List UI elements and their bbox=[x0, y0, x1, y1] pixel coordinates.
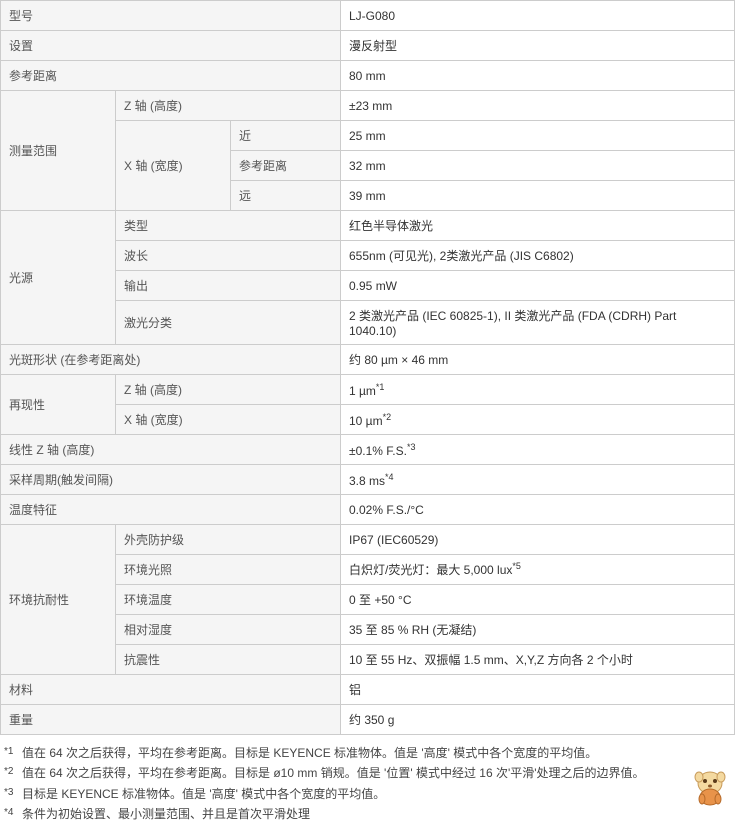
label-rp-z: Z 轴 (高度) bbox=[116, 375, 341, 405]
val-tempchar: 0.02% F.S./°C bbox=[341, 495, 735, 525]
table-row: 再现性Z 轴 (高度)1 µm*1 bbox=[1, 375, 735, 405]
val-mr-z: ±23 mm bbox=[341, 91, 735, 121]
table-row: 设置漫反射型 bbox=[1, 31, 735, 61]
footnotes: *1值在 64 次之后获得，平均在参考距离。目标是 KEYENCE 标准物体。值… bbox=[0, 735, 735, 833]
footnote-1: *1值在 64 次之后获得，平均在参考距离。目标是 KEYENCE 标准物体。值… bbox=[4, 743, 731, 763]
label-mr-ref: 参考距离 bbox=[231, 151, 341, 181]
val-ls-out: 0.95 mW bbox=[341, 271, 735, 301]
table-row: 测量范围Z 轴 (高度)±23 mm bbox=[1, 91, 735, 121]
label-measrange: 测量范围 bbox=[1, 91, 116, 211]
label-refdist: 参考距离 bbox=[1, 61, 341, 91]
label-env-encl: 外壳防护级 bbox=[116, 525, 341, 555]
label-sampling: 采样周期(触发间隔) bbox=[1, 465, 341, 495]
label-spot: 光斑形状 (在参考距离处) bbox=[1, 345, 341, 375]
val-model: LJ-G080 bbox=[341, 1, 735, 31]
val-rp-x: 10 µm*2 bbox=[341, 405, 735, 435]
table-row: 采样周期(触发间隔)3.8 ms*4 bbox=[1, 465, 735, 495]
label-env-hum: 相对湿度 bbox=[116, 615, 341, 645]
label-weight: 重量 bbox=[1, 705, 341, 735]
footnote-4: *4条件为初始设置、最小测量范围、并且是首次平滑处理 bbox=[4, 804, 731, 824]
table-row: 线性 Z 轴 (高度)±0.1% F.S.*3 bbox=[1, 435, 735, 465]
label-env: 环境抗耐性 bbox=[1, 525, 116, 675]
label-mr-x: X 轴 (宽度) bbox=[116, 121, 231, 211]
label-repeat: 再现性 bbox=[1, 375, 116, 435]
footnote-3: *3目标是 KEYENCE 标准物体。值是 '高度' 模式中各个宽度的平均值。 bbox=[4, 784, 731, 804]
val-ls-wl: 655nm (可见光), 2类激光产品 (JIS C6802) bbox=[341, 241, 735, 271]
val-linearz: ±0.1% F.S.*3 bbox=[341, 435, 735, 465]
label-ls-class: 激光分类 bbox=[116, 301, 341, 345]
val-ls-class: 2 类激光产品 (IEC 60825-1), II 类激光产品 (FDA (CD… bbox=[341, 301, 735, 345]
val-refdist: 80 mm bbox=[341, 61, 735, 91]
table-row: 型号LJ-G080 bbox=[1, 1, 735, 31]
table-row: 光源类型红色半导体激光 bbox=[1, 211, 735, 241]
val-mr-near: 25 mm bbox=[341, 121, 735, 151]
val-sampling: 3.8 ms*4 bbox=[341, 465, 735, 495]
table-row: 参考距离80 mm bbox=[1, 61, 735, 91]
table-row: 光斑形状 (在参考距离处)约 80 µm × 46 mm bbox=[1, 345, 735, 375]
table-row: 环境抗耐性外壳防护级IP67 (IEC60529) bbox=[1, 525, 735, 555]
val-spot: 约 80 µm × 46 mm bbox=[341, 345, 735, 375]
val-env-light: 白炽灯/荧光灯：最大 5,000 lux*5 bbox=[341, 555, 735, 585]
footnote-2: *2值在 64 次之后获得，平均在参考距离。目标是 ø10 mm 销规。值是 '… bbox=[4, 763, 731, 783]
label-model: 型号 bbox=[1, 1, 341, 31]
label-linearz: 线性 Z 轴 (高度) bbox=[1, 435, 341, 465]
val-ls-type: 红色半导体激光 bbox=[341, 211, 735, 241]
val-mr-far: 39 mm bbox=[341, 181, 735, 211]
val-env-vib: 10 至 55 Hz、双振幅 1.5 mm、X,Y,Z 方向各 2 个小时 bbox=[341, 645, 735, 675]
table-row: 重量约 350 g bbox=[1, 705, 735, 735]
table-row: 温度特征0.02% F.S./°C bbox=[1, 495, 735, 525]
label-lightsrc: 光源 bbox=[1, 211, 116, 345]
mascot-icon bbox=[690, 763, 730, 808]
table-row: 材料铝 bbox=[1, 675, 735, 705]
label-ls-out: 输出 bbox=[116, 271, 341, 301]
label-env-temp: 环境温度 bbox=[116, 585, 341, 615]
val-material: 铝 bbox=[341, 675, 735, 705]
label-rp-x: X 轴 (宽度) bbox=[116, 405, 341, 435]
val-mr-ref: 32 mm bbox=[341, 151, 735, 181]
val-setting: 漫反射型 bbox=[341, 31, 735, 61]
label-env-light: 环境光照 bbox=[116, 555, 341, 585]
val-rp-z: 1 µm*1 bbox=[341, 375, 735, 405]
label-ls-type: 类型 bbox=[116, 211, 341, 241]
label-setting: 设置 bbox=[1, 31, 341, 61]
val-env-encl: IP67 (IEC60529) bbox=[341, 525, 735, 555]
label-material: 材料 bbox=[1, 675, 341, 705]
spec-table: 型号LJ-G080 设置漫反射型 参考距离80 mm 测量范围Z 轴 (高度)±… bbox=[0, 0, 735, 735]
label-mr-near: 近 bbox=[231, 121, 341, 151]
val-weight: 约 350 g bbox=[341, 705, 735, 735]
label-tempchar: 温度特征 bbox=[1, 495, 341, 525]
label-env-vib: 抗震性 bbox=[116, 645, 341, 675]
label-mr-far: 远 bbox=[231, 181, 341, 211]
label-ls-wl: 波长 bbox=[116, 241, 341, 271]
label-mr-z: Z 轴 (高度) bbox=[116, 91, 341, 121]
val-env-temp: 0 至 +50 °C bbox=[341, 585, 735, 615]
val-env-hum: 35 至 85 % RH (无凝结) bbox=[341, 615, 735, 645]
